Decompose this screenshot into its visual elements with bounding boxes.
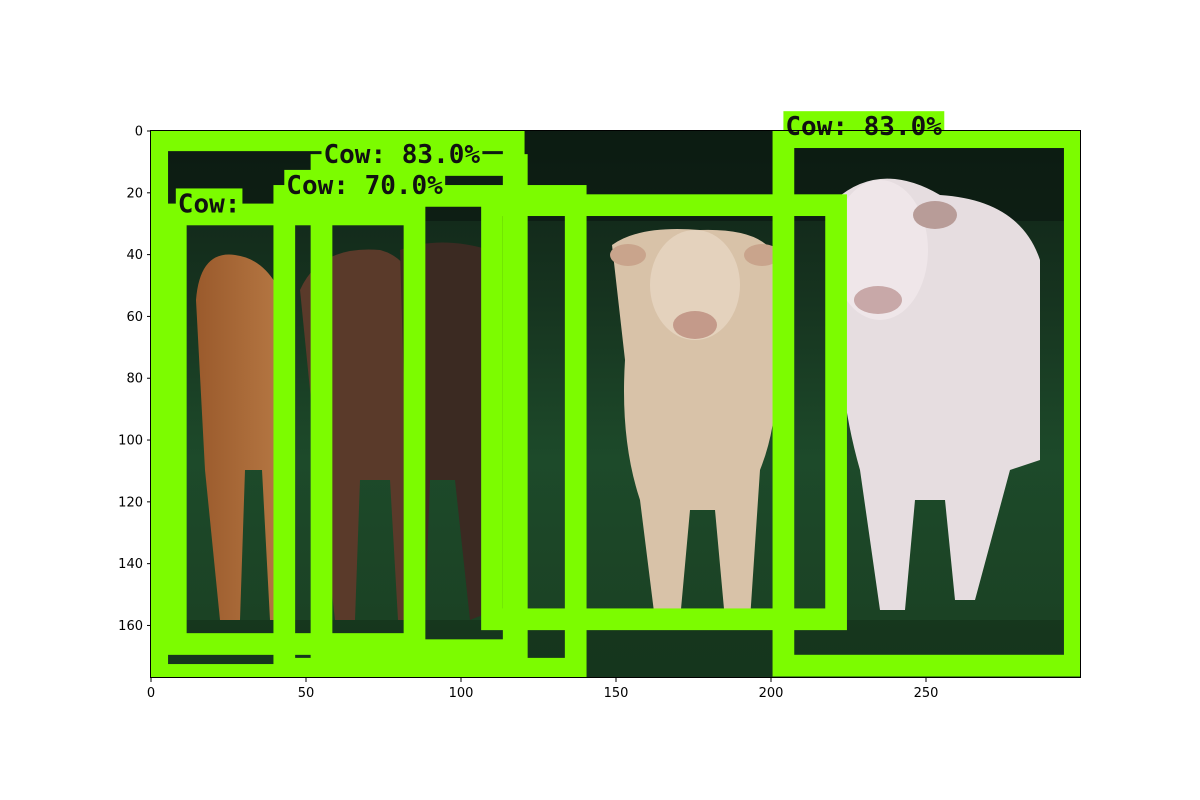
y-tick-label: 40 xyxy=(126,248,143,263)
x-tick-label: 100 xyxy=(449,686,474,701)
detection-box xyxy=(481,194,847,631)
detection-label-background xyxy=(284,169,446,202)
y-tick-label: 0 xyxy=(135,125,143,140)
x-axis: 0 50 100 150 200 250 xyxy=(147,678,939,701)
x-tick-label: 200 xyxy=(759,686,784,701)
detection-label: Cow: xyxy=(178,189,241,219)
detection-label: Cow: 83.0% xyxy=(324,140,481,170)
y-tick-label: 20 xyxy=(126,186,143,201)
y-tick-label: 80 xyxy=(126,372,143,387)
y-tick-label: 60 xyxy=(126,310,143,325)
y-tick-label: 100 xyxy=(118,434,143,449)
detection-label-background xyxy=(783,111,945,144)
detection-label: Cow: 70.0% xyxy=(286,171,443,201)
x-tick-label: 0 xyxy=(147,686,155,701)
detection-label-background xyxy=(321,138,483,171)
detection-box xyxy=(164,203,426,655)
x-tick-label: 250 xyxy=(914,686,939,701)
y-tick-label: 160 xyxy=(118,619,143,634)
axes-frame xyxy=(150,130,1081,678)
y-axis: 0 20 40 60 80 100 120 140 160 xyxy=(118,125,151,634)
y-tick-label: 120 xyxy=(118,495,143,510)
detection-labels: Cow: 70.0%Cow: 83.0%Cow:Cow: 83.0% xyxy=(175,111,945,221)
x-tick-label: 150 xyxy=(604,686,629,701)
y-tick-label: 140 xyxy=(118,557,143,572)
detection-label-background xyxy=(175,188,243,221)
x-tick-label: 50 xyxy=(298,686,315,701)
detection-label: Cow: 83.0% xyxy=(785,112,942,142)
detection-boxes xyxy=(151,131,1081,678)
